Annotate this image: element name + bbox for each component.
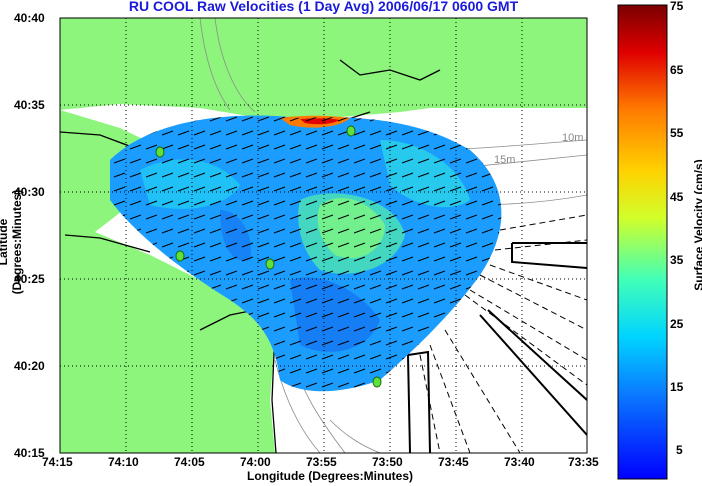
colorbar-tick: 55 — [670, 126, 684, 140]
y-axis-label: Latitude (Degrees:Minutes) — [0, 189, 24, 295]
y-tick: 40:15 — [14, 446, 45, 460]
colorbar-label: Surface Velocity (cm/s) — [692, 159, 702, 291]
station-markers — [155, 125, 382, 388]
x-tick: 73:50 — [372, 455, 403, 469]
depth-label-15m: 15m — [494, 154, 516, 166]
x-tick: 73:40 — [504, 455, 535, 469]
y-tick: 40:20 — [14, 359, 45, 373]
colorbar-tick: 15 — [670, 380, 684, 394]
y-tick: 40:35 — [14, 98, 45, 112]
x-axis-label: Longitude (Degrees:Minutes) — [246, 469, 413, 483]
x-tick: 74:15 — [42, 455, 73, 469]
radar-boundaries — [407, 242, 587, 453]
y-tick: 40:30 — [14, 185, 45, 199]
velocity-field — [110, 115, 502, 392]
x-tick: 73:45 — [438, 455, 469, 469]
bathymetry-contours — [199, 18, 587, 453]
map-title: RU COOL Raw Velocities (1 Day Avg) 2006/… — [128, 0, 519, 14]
land-north — [60, 18, 587, 128]
x-tick: 73:55 — [306, 455, 337, 469]
x-tick: 74:10 — [108, 455, 139, 469]
grid-lines — [60, 18, 587, 453]
depth-label-10m: 10m — [562, 132, 584, 144]
y-tick: 40:40 — [14, 11, 45, 25]
colorbar-tick: 5 — [676, 443, 683, 457]
x-tick: 74:05 — [174, 455, 205, 469]
colorbar — [617, 4, 668, 480]
plot-frame — [59, 17, 588, 454]
colorbar-tick: 35 — [670, 253, 684, 267]
colorbar-tick: 75 — [670, 0, 684, 13]
x-tick: 74:00 — [240, 455, 271, 469]
y-tick: 40:25 — [14, 272, 45, 286]
colorbar-tick: 25 — [670, 317, 684, 331]
x-tick: 73:35 — [568, 455, 599, 469]
colorbar-tick: 65 — [670, 63, 684, 77]
colorbar-tick: 45 — [670, 190, 684, 204]
